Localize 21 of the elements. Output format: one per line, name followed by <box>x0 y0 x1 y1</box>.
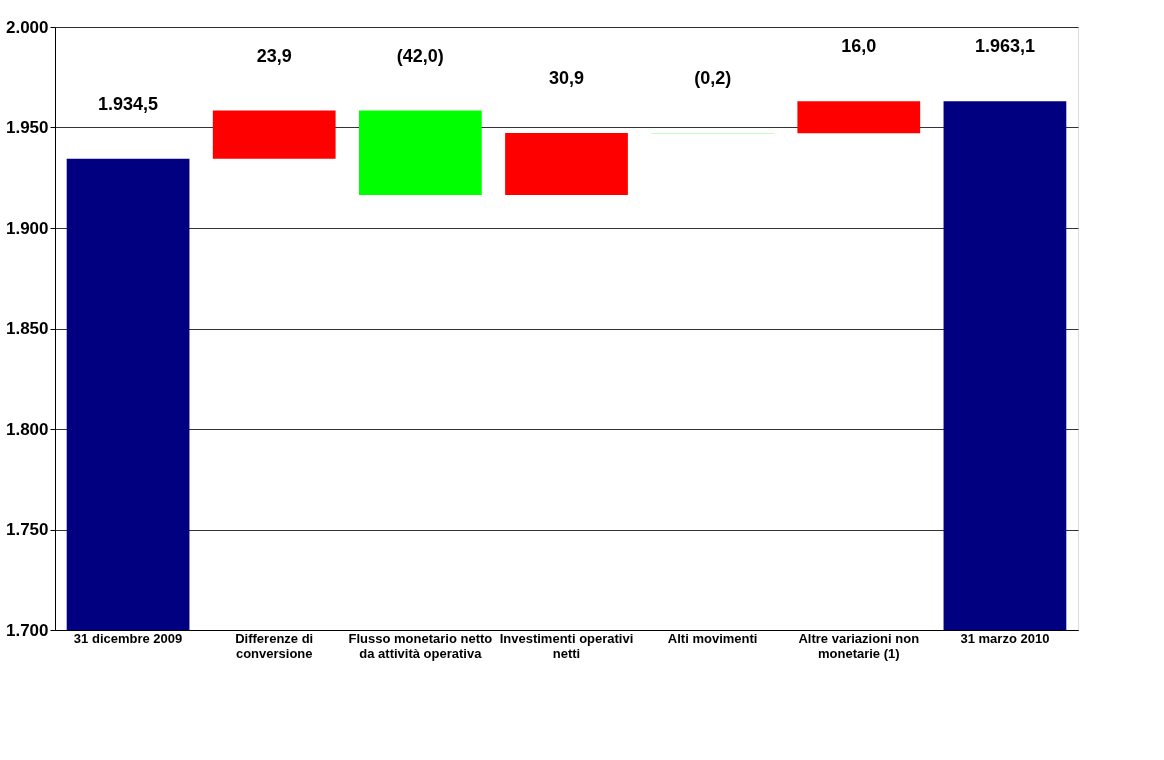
y-tick-label: 1.800 <box>5 419 49 439</box>
y-tick-label: 1.700 <box>5 620 49 640</box>
x-tick-label: Alti movimenti <box>667 630 758 646</box>
data-label: 30,9 <box>548 67 585 88</box>
y-tick-label: 1.850 <box>5 319 49 338</box>
x-tick-label: 31 marzo 2010 <box>960 630 1050 646</box>
x-tick-label: 31 dicembre 2009 <box>73 630 183 646</box>
y-tick-label: 1.750 <box>5 520 49 539</box>
x-tick-label: Differenze di conversione <box>235 630 314 661</box>
data-label: (0,2) <box>694 67 732 88</box>
x-tick-label: Flusso monetario netto da attività operativa <box>348 630 493 661</box>
y-tick-label: 1.950 <box>5 118 49 137</box>
data-label: 23,9 <box>256 45 292 66</box>
x-tick-label: Altre variazioni non monetarie (1) <box>798 630 920 661</box>
data-label: (42,0) <box>396 45 444 66</box>
x-tick-label: Investimenti operativi netti <box>499 630 634 661</box>
y-tick-label: 1.900 <box>5 218 49 238</box>
data-label: 1.934,5 <box>98 93 159 114</box>
data-label: 1.963,1 <box>974 36 1035 57</box>
data-label: 16,0 <box>841 36 877 57</box>
y-tick-label: 2.000 <box>5 17 49 37</box>
